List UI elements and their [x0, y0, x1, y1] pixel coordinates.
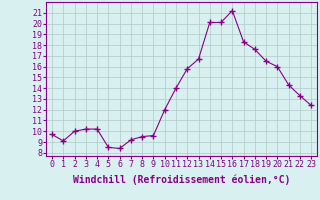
X-axis label: Windchill (Refroidissement éolien,°C): Windchill (Refroidissement éolien,°C)	[73, 175, 290, 185]
